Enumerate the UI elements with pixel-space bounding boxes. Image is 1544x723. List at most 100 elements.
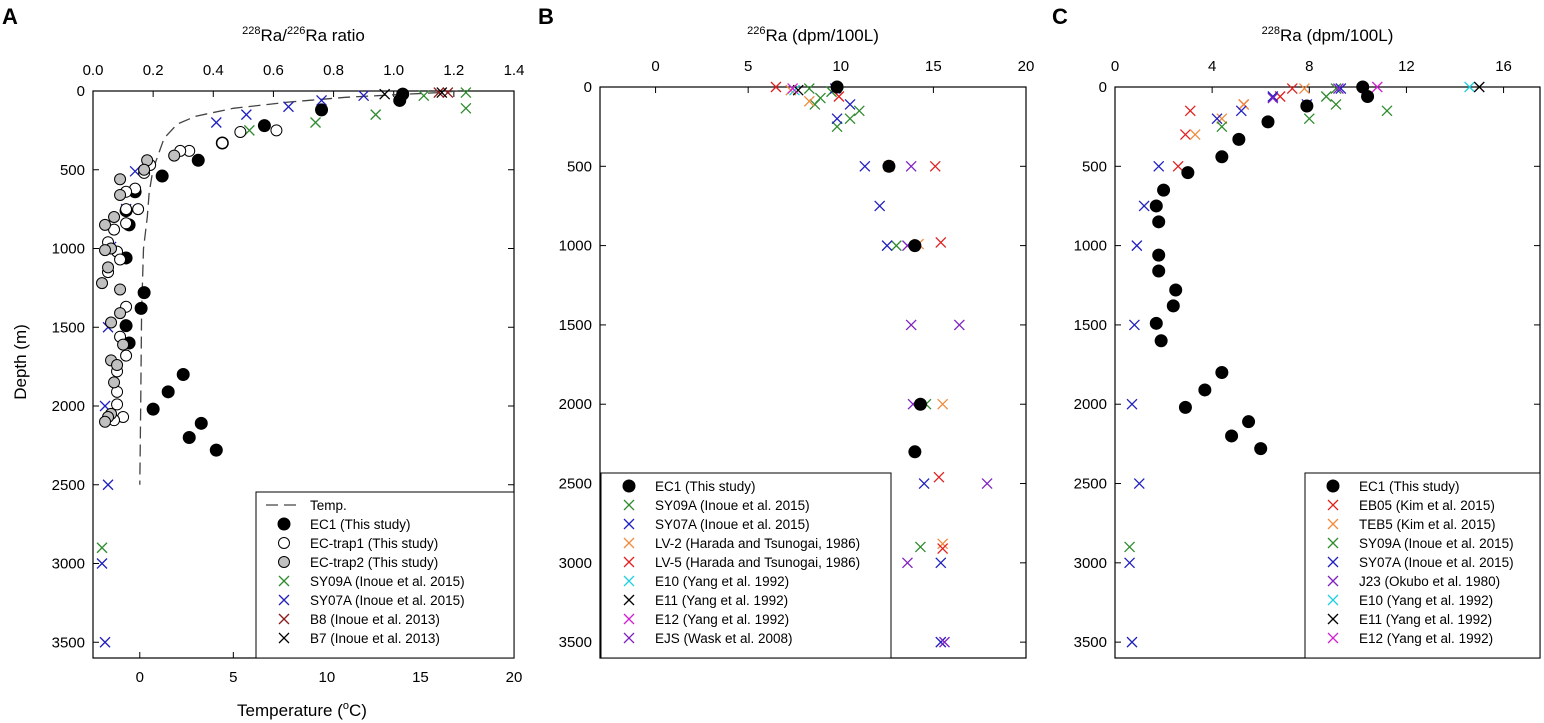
- series-j23: [1267, 83, 1344, 104]
- data-point: [1320, 91, 1332, 102]
- data-point: [623, 575, 635, 587]
- data-point: [370, 109, 382, 121]
- data-point: [1327, 556, 1339, 568]
- y-tick-label: 3000: [52, 556, 85, 573]
- legend-label: E12 (Yang et al. 1992): [1359, 631, 1493, 646]
- legend: Temp. EC1 (This study) EC-trap1 (This stud…: [255, 491, 515, 659]
- data-point: [310, 117, 321, 128]
- y-tick-label: 1000: [1074, 238, 1107, 255]
- x-top-tick-label: 1.2: [443, 62, 464, 79]
- x-top-tick-label: 10: [832, 58, 849, 75]
- data-point: [418, 90, 430, 102]
- data-point: [168, 149, 181, 162]
- data-point: [1184, 105, 1196, 117]
- data-point: [176, 368, 190, 381]
- data-point: [210, 117, 222, 128]
- x-top-tick-label: 0.8: [323, 62, 344, 79]
- data-point: [874, 200, 886, 212]
- data-point: [1232, 132, 1246, 146]
- legend-box: [1304, 472, 1541, 659]
- x-bottom-tick-label: 20: [506, 669, 523, 686]
- panel-a: A 0 500 1000 1500 2000 2500 3000 3500 Depth (m) 0.…: [2, 4, 524, 720]
- series-e12: [787, 83, 799, 95]
- legend-label: EB05 (Kim et al. 2015): [1359, 498, 1495, 513]
- y-tick-label: 1500: [1074, 317, 1107, 334]
- data-point: [1215, 366, 1229, 379]
- data-point: [1225, 429, 1239, 443]
- data-point: [99, 636, 111, 648]
- x-top-tick-label: 0.6: [263, 62, 284, 79]
- x-top-tick-label: 15: [925, 58, 942, 75]
- data-point: [881, 240, 893, 252]
- data-point: [460, 102, 472, 114]
- data-point: [111, 398, 124, 411]
- y-tick-label: 500: [60, 162, 85, 179]
- data-point: [1189, 129, 1201, 141]
- data-point: [277, 517, 291, 531]
- data-point: [120, 203, 133, 216]
- legend-label: B8 (Inoue et al. 2013): [310, 612, 440, 627]
- data-point: [859, 160, 871, 172]
- series-b7: [379, 87, 448, 100]
- data-point: [278, 632, 290, 644]
- data-point: [209, 443, 223, 457]
- series-e10: [1464, 81, 1476, 93]
- legend-label: E11 (Yang et al. 1992): [655, 593, 788, 608]
- x-top-tick-label: 20: [1018, 58, 1035, 75]
- x-bottom-tick-label: 0: [136, 669, 144, 686]
- label-part: Ra ratio: [305, 26, 365, 45]
- data-point: [182, 431, 196, 444]
- data-point: [114, 283, 127, 296]
- data-point: [146, 402, 160, 416]
- data-point: [102, 479, 114, 491]
- x-top-tick-label: 1.4: [504, 62, 525, 79]
- series-teb5: [1189, 83, 1310, 141]
- data-point: [278, 613, 290, 625]
- legend-label: SY09A (Inoue et al. 2015): [310, 574, 465, 589]
- x-top-axis-title: 228Ra/226Ra ratio: [242, 25, 365, 45]
- legend-label: B7 (Inoue et al. 2013): [310, 631, 440, 646]
- legend-label: EC1 (This study): [655, 479, 756, 494]
- data-point: [433, 87, 445, 99]
- data-point: [770, 81, 782, 93]
- data-point: [929, 160, 941, 172]
- data-point: [1242, 415, 1256, 429]
- data-point: [623, 537, 635, 549]
- legend-label: EC-trap2 (This study): [310, 555, 438, 570]
- data-point: [939, 636, 950, 648]
- data-point: [96, 558, 108, 569]
- y-tick-label: 0: [77, 83, 85, 100]
- data-point: [787, 83, 799, 95]
- y-tick-label: 2500: [559, 476, 592, 493]
- data-point: [1152, 248, 1166, 262]
- data-point: [1133, 478, 1145, 489]
- data-point: [111, 359, 124, 372]
- data-point: [1169, 283, 1183, 297]
- x-top-tick-label: 0.0: [83, 62, 104, 79]
- data-point: [96, 542, 108, 554]
- data-point: [194, 416, 208, 430]
- data-point: [1198, 383, 1212, 397]
- data-point: [1157, 183, 1171, 197]
- data-point: [278, 594, 290, 606]
- data-point: [1267, 92, 1279, 104]
- data-point: [278, 556, 290, 568]
- data-point: [270, 124, 283, 137]
- data-point: [278, 575, 290, 587]
- data-point: [442, 87, 454, 99]
- data-point: [933, 471, 945, 483]
- data-point: [278, 537, 290, 549]
- data-point: [803, 83, 815, 95]
- data-point: [1216, 121, 1228, 133]
- data-point: [1327, 499, 1339, 511]
- temp-profile-line: [139, 90, 458, 485]
- data-point: [114, 188, 127, 201]
- data-point: [623, 499, 635, 511]
- x-top-tick-label: 16: [1495, 58, 1512, 75]
- data-point: [1128, 319, 1140, 331]
- data-point: [1235, 105, 1247, 117]
- label-part: 226: [287, 25, 305, 37]
- series-sy09a: [96, 87, 472, 554]
- panel-letter: A: [2, 4, 18, 29]
- y-tick-label: 3500: [559, 634, 592, 651]
